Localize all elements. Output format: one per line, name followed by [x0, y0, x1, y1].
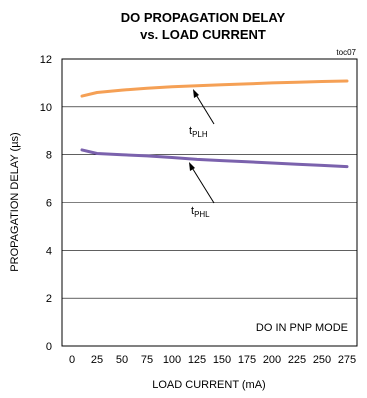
series-lines	[80, 79, 349, 169]
y-tick-label: 2	[46, 293, 52, 305]
y-tick-label: 6	[46, 198, 52, 210]
tplh-label-main: t	[189, 125, 192, 137]
x-tick-label: 75	[141, 354, 153, 366]
mode-annotation: DO IN PNP MODE	[256, 322, 348, 334]
y-tick-label: 8	[46, 150, 52, 162]
plot-frame	[61, 58, 358, 347]
x-tick-label: 100	[163, 354, 181, 366]
x-axis-label: LOAD CURRENT (mA)	[152, 379, 265, 391]
tphl-label: tPHL	[191, 205, 210, 219]
tphl-callout-arrow	[190, 165, 215, 204]
x-tick-label: 275	[338, 354, 356, 366]
chart-title-line1: DO PROPAGATION DELAY	[121, 10, 286, 25]
tphl-label-main: t	[191, 205, 194, 217]
y-axis-label: PROPAGATION DELAY (µs)	[9, 132, 21, 271]
figure-code: toc07	[336, 48, 356, 57]
tplh-label-sub: PLH	[192, 130, 208, 139]
series-line-tphl	[80, 148, 349, 169]
x-tick-label: 225	[288, 354, 306, 366]
y-tick-label: 12	[40, 54, 52, 66]
tphl-label-sub: PHL	[194, 210, 210, 219]
tplh-arrowhead	[193, 89, 199, 98]
x-tick-label: 50	[116, 354, 128, 366]
tphl-arrowhead	[189, 162, 195, 171]
grid-lines	[62, 106, 357, 299]
y-tick-label: 10	[40, 102, 52, 114]
y-tick-label: 0	[46, 341, 52, 353]
x-tick-label: 250	[313, 354, 331, 366]
x-tick-label: 200	[263, 354, 281, 366]
x-tick-label: 0	[69, 354, 75, 366]
x-tick-label: 175	[238, 354, 256, 366]
tplh-label: tPLH	[189, 125, 208, 139]
chart-title-line2: vs. LOAD CURRENT	[140, 27, 266, 42]
x-tick-labels: 0 25 50 75 100 125 150 175 200 225 250 275	[69, 354, 356, 366]
y-tick-labels: 0 2 4 6 8 10 12	[40, 54, 52, 353]
series-line-tplh	[80, 79, 349, 98]
x-tick-label: 125	[188, 354, 206, 366]
x-tick-label: 150	[213, 354, 231, 366]
x-tick-label: 25	[91, 354, 103, 366]
y-tick-label: 4	[46, 245, 52, 257]
tplh-callout-arrow	[194, 92, 215, 125]
